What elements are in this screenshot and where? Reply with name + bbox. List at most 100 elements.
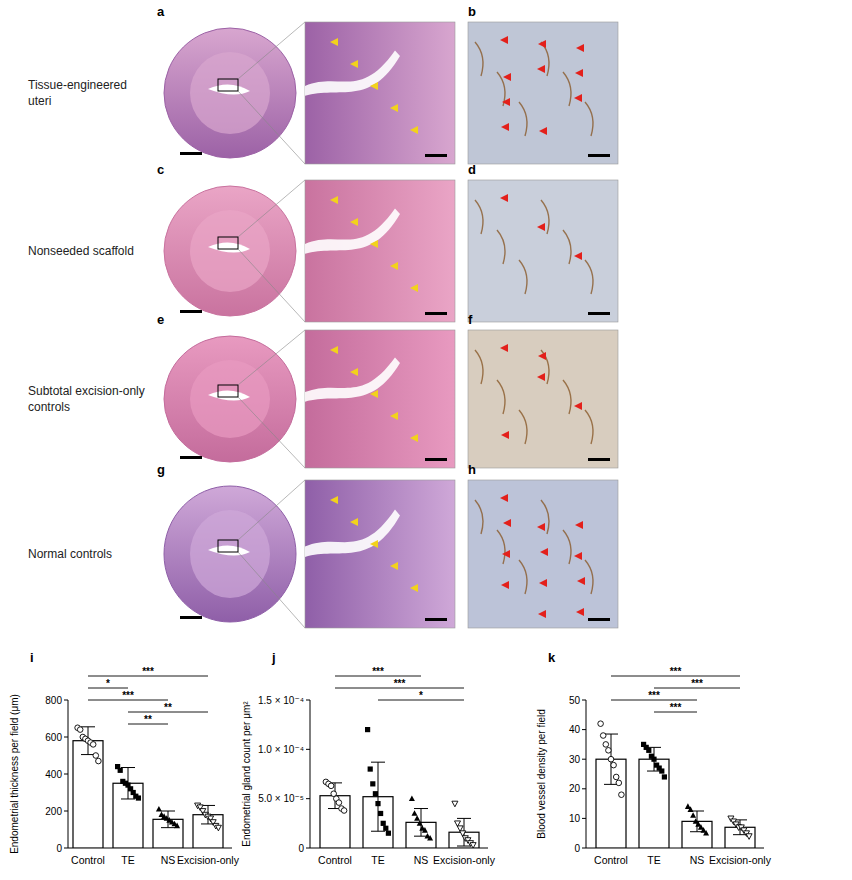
lumen <box>208 545 250 555</box>
point <box>375 801 380 806</box>
gland-arrow <box>330 38 338 46</box>
plot-area <box>320 727 479 848</box>
vessel-arrow <box>502 98 510 106</box>
vessel <box>497 380 505 414</box>
error-cap <box>371 762 385 763</box>
y-tick <box>582 848 586 849</box>
point <box>370 781 375 786</box>
vessel-arrow <box>503 73 511 81</box>
row-label: Normal controls <box>28 547 112 561</box>
point <box>690 812 696 818</box>
vessel <box>519 560 527 594</box>
significance-label: *** <box>394 678 406 689</box>
panel-letter: h <box>468 462 476 477</box>
y-tick-label: 200 <box>45 806 62 817</box>
row: Tissue-engineereduteriab <box>28 4 618 164</box>
vessel <box>563 380 571 414</box>
x-tick-label: NS <box>161 854 176 866</box>
row-label: Nonseeded scaffold <box>28 244 134 258</box>
inset-lumen <box>305 358 400 402</box>
point <box>96 758 102 764</box>
point <box>452 801 458 807</box>
gland-arrow <box>390 562 398 570</box>
panel-letter: a <box>157 4 165 19</box>
zoom-line <box>238 249 305 322</box>
row: Nonseeded scaffoldcd <box>28 162 618 322</box>
x-tick-label: TE <box>121 854 134 866</box>
tissue-inner <box>190 52 270 134</box>
y-tick-label: 1.5 × 10⁻⁴ <box>258 695 304 706</box>
point <box>619 792 625 798</box>
gland-arrow <box>390 412 398 420</box>
error-cap <box>161 811 175 812</box>
error-cap <box>81 726 95 727</box>
y-tick <box>306 749 310 750</box>
y-tick <box>306 798 310 799</box>
chart: j05.0 × 10⁻⁵1.0 × 10⁻⁴1.5 × 10⁻⁴Endometr… <box>241 650 496 866</box>
vessel-arrow <box>574 402 582 410</box>
bar <box>682 821 712 848</box>
y-tick-label: 50 <box>569 695 581 706</box>
point <box>336 800 342 806</box>
error-bar <box>121 768 135 799</box>
y-axis <box>310 700 311 848</box>
lumen <box>208 390 250 400</box>
x-tick-label: Control <box>71 854 105 866</box>
error-cap <box>647 747 661 748</box>
y-tick-label: 10 <box>569 813 581 824</box>
y-tick-label: 0 <box>574 843 580 854</box>
vessel-arrow <box>575 521 583 529</box>
gland-arrow <box>370 540 378 548</box>
vessel-arrow <box>500 494 508 502</box>
scale-bar <box>425 312 447 315</box>
point <box>93 753 99 759</box>
inset-image <box>305 330 455 468</box>
point <box>136 795 141 800</box>
x-tick-label: Excision-only <box>709 854 772 866</box>
point <box>365 727 370 732</box>
row-label: uteri <box>28 94 51 108</box>
vessel-arrow <box>576 44 584 52</box>
vessel <box>497 530 505 564</box>
scale-bar <box>180 456 202 459</box>
y-tick-label: 800 <box>45 695 62 706</box>
tissue-inner <box>190 510 270 598</box>
row-label: Subtotal excision-only <box>28 384 145 398</box>
scale-bar <box>180 152 202 155</box>
vessel-arrow <box>576 608 584 616</box>
vessel-arrow <box>501 431 509 439</box>
significance-label: *** <box>142 666 154 677</box>
y-tick-label: 40 <box>569 724 581 735</box>
vessel-arrow <box>575 69 583 77</box>
chart: k01020304050Blood vessel density per fie… <box>536 650 772 866</box>
point <box>606 748 612 754</box>
y-tick-label: 30 <box>569 754 581 765</box>
vessel <box>563 530 571 564</box>
error-bar <box>647 747 661 771</box>
point <box>746 834 752 840</box>
gland-arrow <box>410 434 418 442</box>
bar <box>73 741 103 848</box>
y-tick-label: 400 <box>45 769 62 780</box>
inset-image <box>305 480 455 628</box>
chart: i0200400600800Endometrial thickness per … <box>9 650 240 866</box>
vessel-arrow <box>539 127 547 135</box>
significance-label: ** <box>144 714 152 725</box>
panel-letter: b <box>468 4 476 19</box>
vessel <box>585 102 593 136</box>
error-bar <box>328 783 342 809</box>
y-tick-label: 20 <box>569 783 581 794</box>
scale-bar <box>588 618 610 621</box>
x-tick-label: NS <box>690 854 705 866</box>
y-tick <box>582 818 586 819</box>
point <box>118 768 123 773</box>
point <box>616 780 622 786</box>
panel-letter: d <box>468 162 476 177</box>
vessel-arrow <box>537 223 545 231</box>
point <box>688 806 694 812</box>
vessel-arrow <box>537 373 545 381</box>
point <box>703 830 709 836</box>
zoom-line <box>238 22 305 79</box>
panel-letter: k <box>548 650 556 665</box>
vessel-arrow <box>501 123 509 131</box>
